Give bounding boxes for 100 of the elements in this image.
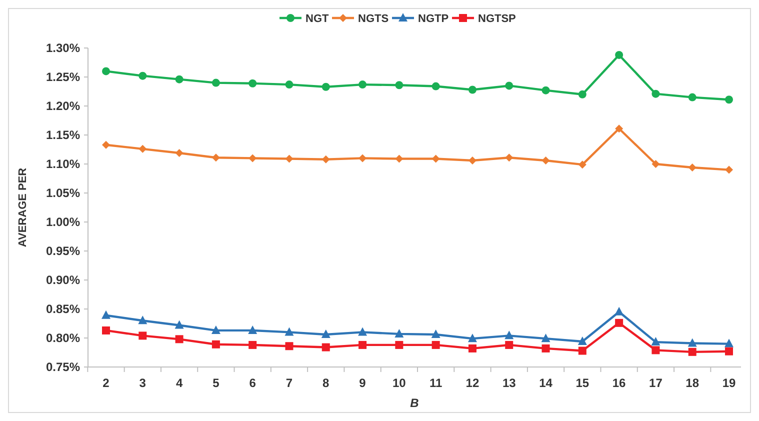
x-tick-label: 3 xyxy=(139,376,146,390)
y-tick-label: 1.30% xyxy=(46,41,80,56)
point xyxy=(174,320,184,329)
point xyxy=(212,78,220,87)
x-axis-title: B xyxy=(410,396,420,410)
point xyxy=(322,155,330,164)
point xyxy=(615,318,624,327)
point xyxy=(212,340,220,348)
x-tick-label: 19 xyxy=(722,376,736,390)
x-tick-label: 5 xyxy=(212,376,220,390)
point xyxy=(505,154,514,162)
y-tick-label: 1.25% xyxy=(46,70,80,84)
point xyxy=(358,80,367,89)
x-tick-label: 18 xyxy=(686,376,700,390)
x-tick-label: 9 xyxy=(359,376,366,390)
x-tick-label: 16 xyxy=(612,376,626,390)
x-tick-label: 15 xyxy=(576,376,590,390)
x-tick-label: 14 xyxy=(539,376,553,390)
point xyxy=(725,166,733,174)
point xyxy=(615,124,624,133)
y-tick-label: 1.15% xyxy=(46,128,80,142)
point xyxy=(505,340,514,349)
point xyxy=(138,316,148,324)
point xyxy=(431,330,440,338)
point xyxy=(175,335,184,344)
point xyxy=(578,160,586,169)
point xyxy=(542,156,550,165)
point xyxy=(248,340,257,349)
point xyxy=(468,334,477,342)
y-tick-label: 0.90% xyxy=(46,273,80,288)
point xyxy=(358,340,367,349)
point xyxy=(358,327,368,336)
x-tick-label: 11 xyxy=(429,376,442,390)
point xyxy=(285,80,294,89)
point xyxy=(688,348,696,356)
point xyxy=(651,337,660,346)
point xyxy=(578,90,586,98)
legend-label: NGTSP xyxy=(478,12,516,25)
point xyxy=(468,344,476,352)
point xyxy=(542,86,550,94)
y-tick-label: 0.80% xyxy=(46,331,80,346)
point xyxy=(578,346,586,355)
point xyxy=(102,310,110,319)
x-tick-label: 8 xyxy=(322,376,330,390)
point xyxy=(725,96,733,104)
x-tick-label: 7 xyxy=(286,376,293,390)
x-tick-label: 10 xyxy=(392,376,406,390)
point xyxy=(322,82,330,91)
y-axis-title: AVERAGE PER xyxy=(17,168,29,248)
point xyxy=(322,343,330,352)
y-tick-label: 0.95% xyxy=(46,244,80,258)
point xyxy=(688,93,696,102)
point xyxy=(395,154,404,163)
point xyxy=(248,79,257,88)
x-tick-label: 4 xyxy=(176,376,183,390)
point xyxy=(688,338,697,347)
y-tick-label: 0.85% xyxy=(46,302,80,316)
point xyxy=(432,340,440,349)
y-tick-label: 1.00% xyxy=(46,215,80,230)
point xyxy=(248,154,257,162)
x-tick-label: 13 xyxy=(502,376,516,390)
point xyxy=(395,81,404,90)
y-tick-label: 0.75% xyxy=(46,360,80,374)
point xyxy=(395,340,404,349)
point xyxy=(652,346,660,354)
point xyxy=(578,336,587,345)
point xyxy=(358,154,367,162)
point xyxy=(504,330,514,340)
point xyxy=(394,328,404,338)
y-tick-label: 1.20% xyxy=(46,99,80,114)
x-tick-label: 12 xyxy=(466,376,480,390)
point xyxy=(138,332,147,340)
point xyxy=(688,163,696,172)
legend-label: NGTS xyxy=(358,12,389,25)
point xyxy=(321,330,330,338)
point xyxy=(468,86,476,94)
point xyxy=(175,148,184,157)
point xyxy=(652,160,660,168)
point xyxy=(542,344,550,352)
point xyxy=(212,154,220,162)
x-tick-label: 2 xyxy=(102,376,110,390)
legend-label: NGTP xyxy=(418,12,449,25)
point xyxy=(248,325,258,334)
point xyxy=(138,72,147,80)
point xyxy=(725,347,733,356)
point xyxy=(102,67,110,76)
point xyxy=(432,82,440,90)
point xyxy=(138,144,147,153)
point xyxy=(505,82,514,90)
legend-label: NGT xyxy=(306,12,329,25)
x-tick-label: 6 xyxy=(249,376,256,390)
point xyxy=(652,90,660,98)
point xyxy=(541,334,550,342)
x-tick-label: 17 xyxy=(649,376,663,390)
point xyxy=(615,50,624,59)
point xyxy=(285,342,294,350)
point xyxy=(724,338,734,348)
point xyxy=(284,327,294,336)
y-tick-label: 1.10% xyxy=(46,157,80,172)
point xyxy=(614,306,624,316)
